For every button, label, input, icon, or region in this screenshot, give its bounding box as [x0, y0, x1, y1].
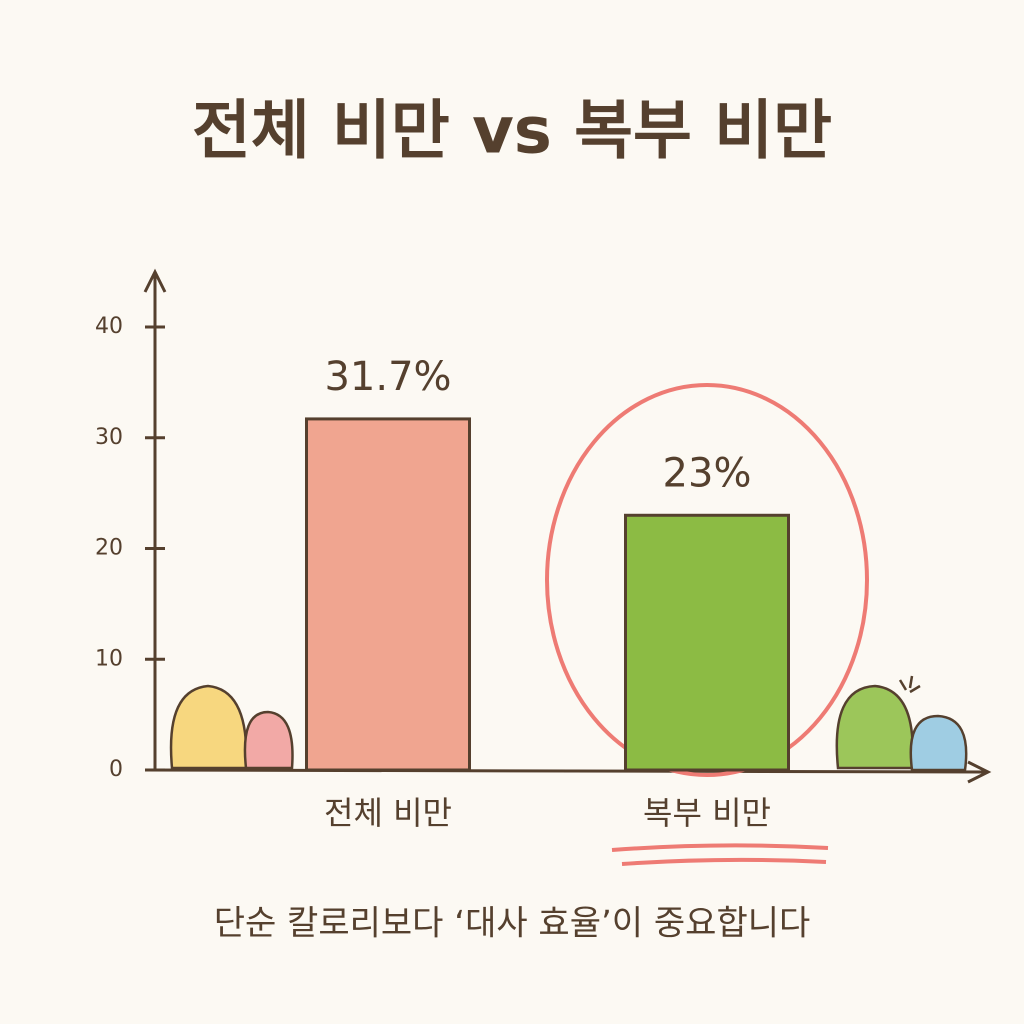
y-axis-arrow [143, 268, 167, 293]
y-tick-label: 30 [95, 425, 123, 450]
highlight-circle [545, 383, 869, 777]
annotation: 단순 칼로리보다 ‘대사 효율’이 중요합니다 [214, 904, 811, 944]
x-tick-label: 전체 비만 [324, 794, 452, 832]
bar [624, 513, 790, 772]
highlight-underline [611, 843, 829, 866]
bar [305, 417, 471, 772]
y-tick-label: 10 [95, 646, 123, 671]
y-tick-label: 40 [95, 314, 123, 339]
chart-title: 전체 비만 vs 복부 비만 [192, 95, 832, 169]
value-label: 31.7% [324, 354, 451, 400]
y-tick-label: 0 [109, 757, 123, 782]
value-label: 23% [663, 450, 752, 496]
x-tick-label: 복부 비만 [643, 794, 771, 832]
y-tick-label: 20 [95, 536, 123, 561]
decoration-characters [169, 675, 968, 772]
x-axis-arrow [967, 760, 992, 784]
x-axis [144, 768, 986, 774]
